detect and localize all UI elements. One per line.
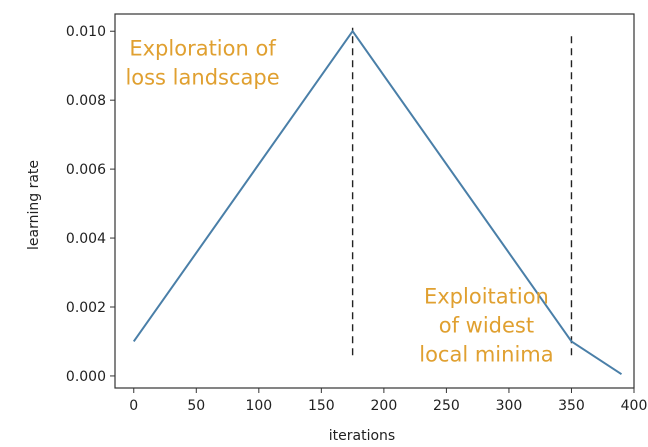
y-tick-label: 0.002	[66, 300, 106, 316]
x-tick-label: 150	[308, 398, 335, 414]
y-tick-label: 0.008	[66, 93, 106, 109]
x-tick-label: 200	[371, 398, 398, 414]
annotation-text: Exploitation of widest local minima	[419, 285, 553, 367]
series-line	[132, 30, 623, 376]
x-tick-label: 250	[433, 398, 460, 414]
x-tick-label: 400	[621, 398, 648, 414]
x-tick-label: 300	[496, 398, 523, 414]
y-tick-label: 0.006	[66, 162, 106, 178]
y-tick-label: 0.004	[66, 231, 106, 247]
x-tick-label: 100	[245, 398, 272, 414]
x-tick-label: 50	[187, 398, 205, 414]
y-axis-label: learning rate	[26, 160, 42, 250]
annotation-line: Exploration of	[129, 36, 276, 60]
annotation-text: Exploration of loss landscape	[125, 36, 279, 89]
x-axis-label: iterations	[329, 428, 395, 444]
y-tick-label: 0.000	[66, 369, 106, 385]
annotation-line: Exploitation	[424, 285, 549, 309]
plot-frame	[114, 13, 635, 389]
y-tick-label: 0.010	[66, 24, 106, 40]
annotation-line: of widest	[439, 314, 534, 338]
annotation-line: loss landscape	[125, 65, 279, 89]
x-tick-label: 350	[558, 398, 585, 414]
annotation-line: local minima	[419, 343, 553, 367]
x-tick-label: 0	[129, 398, 138, 414]
